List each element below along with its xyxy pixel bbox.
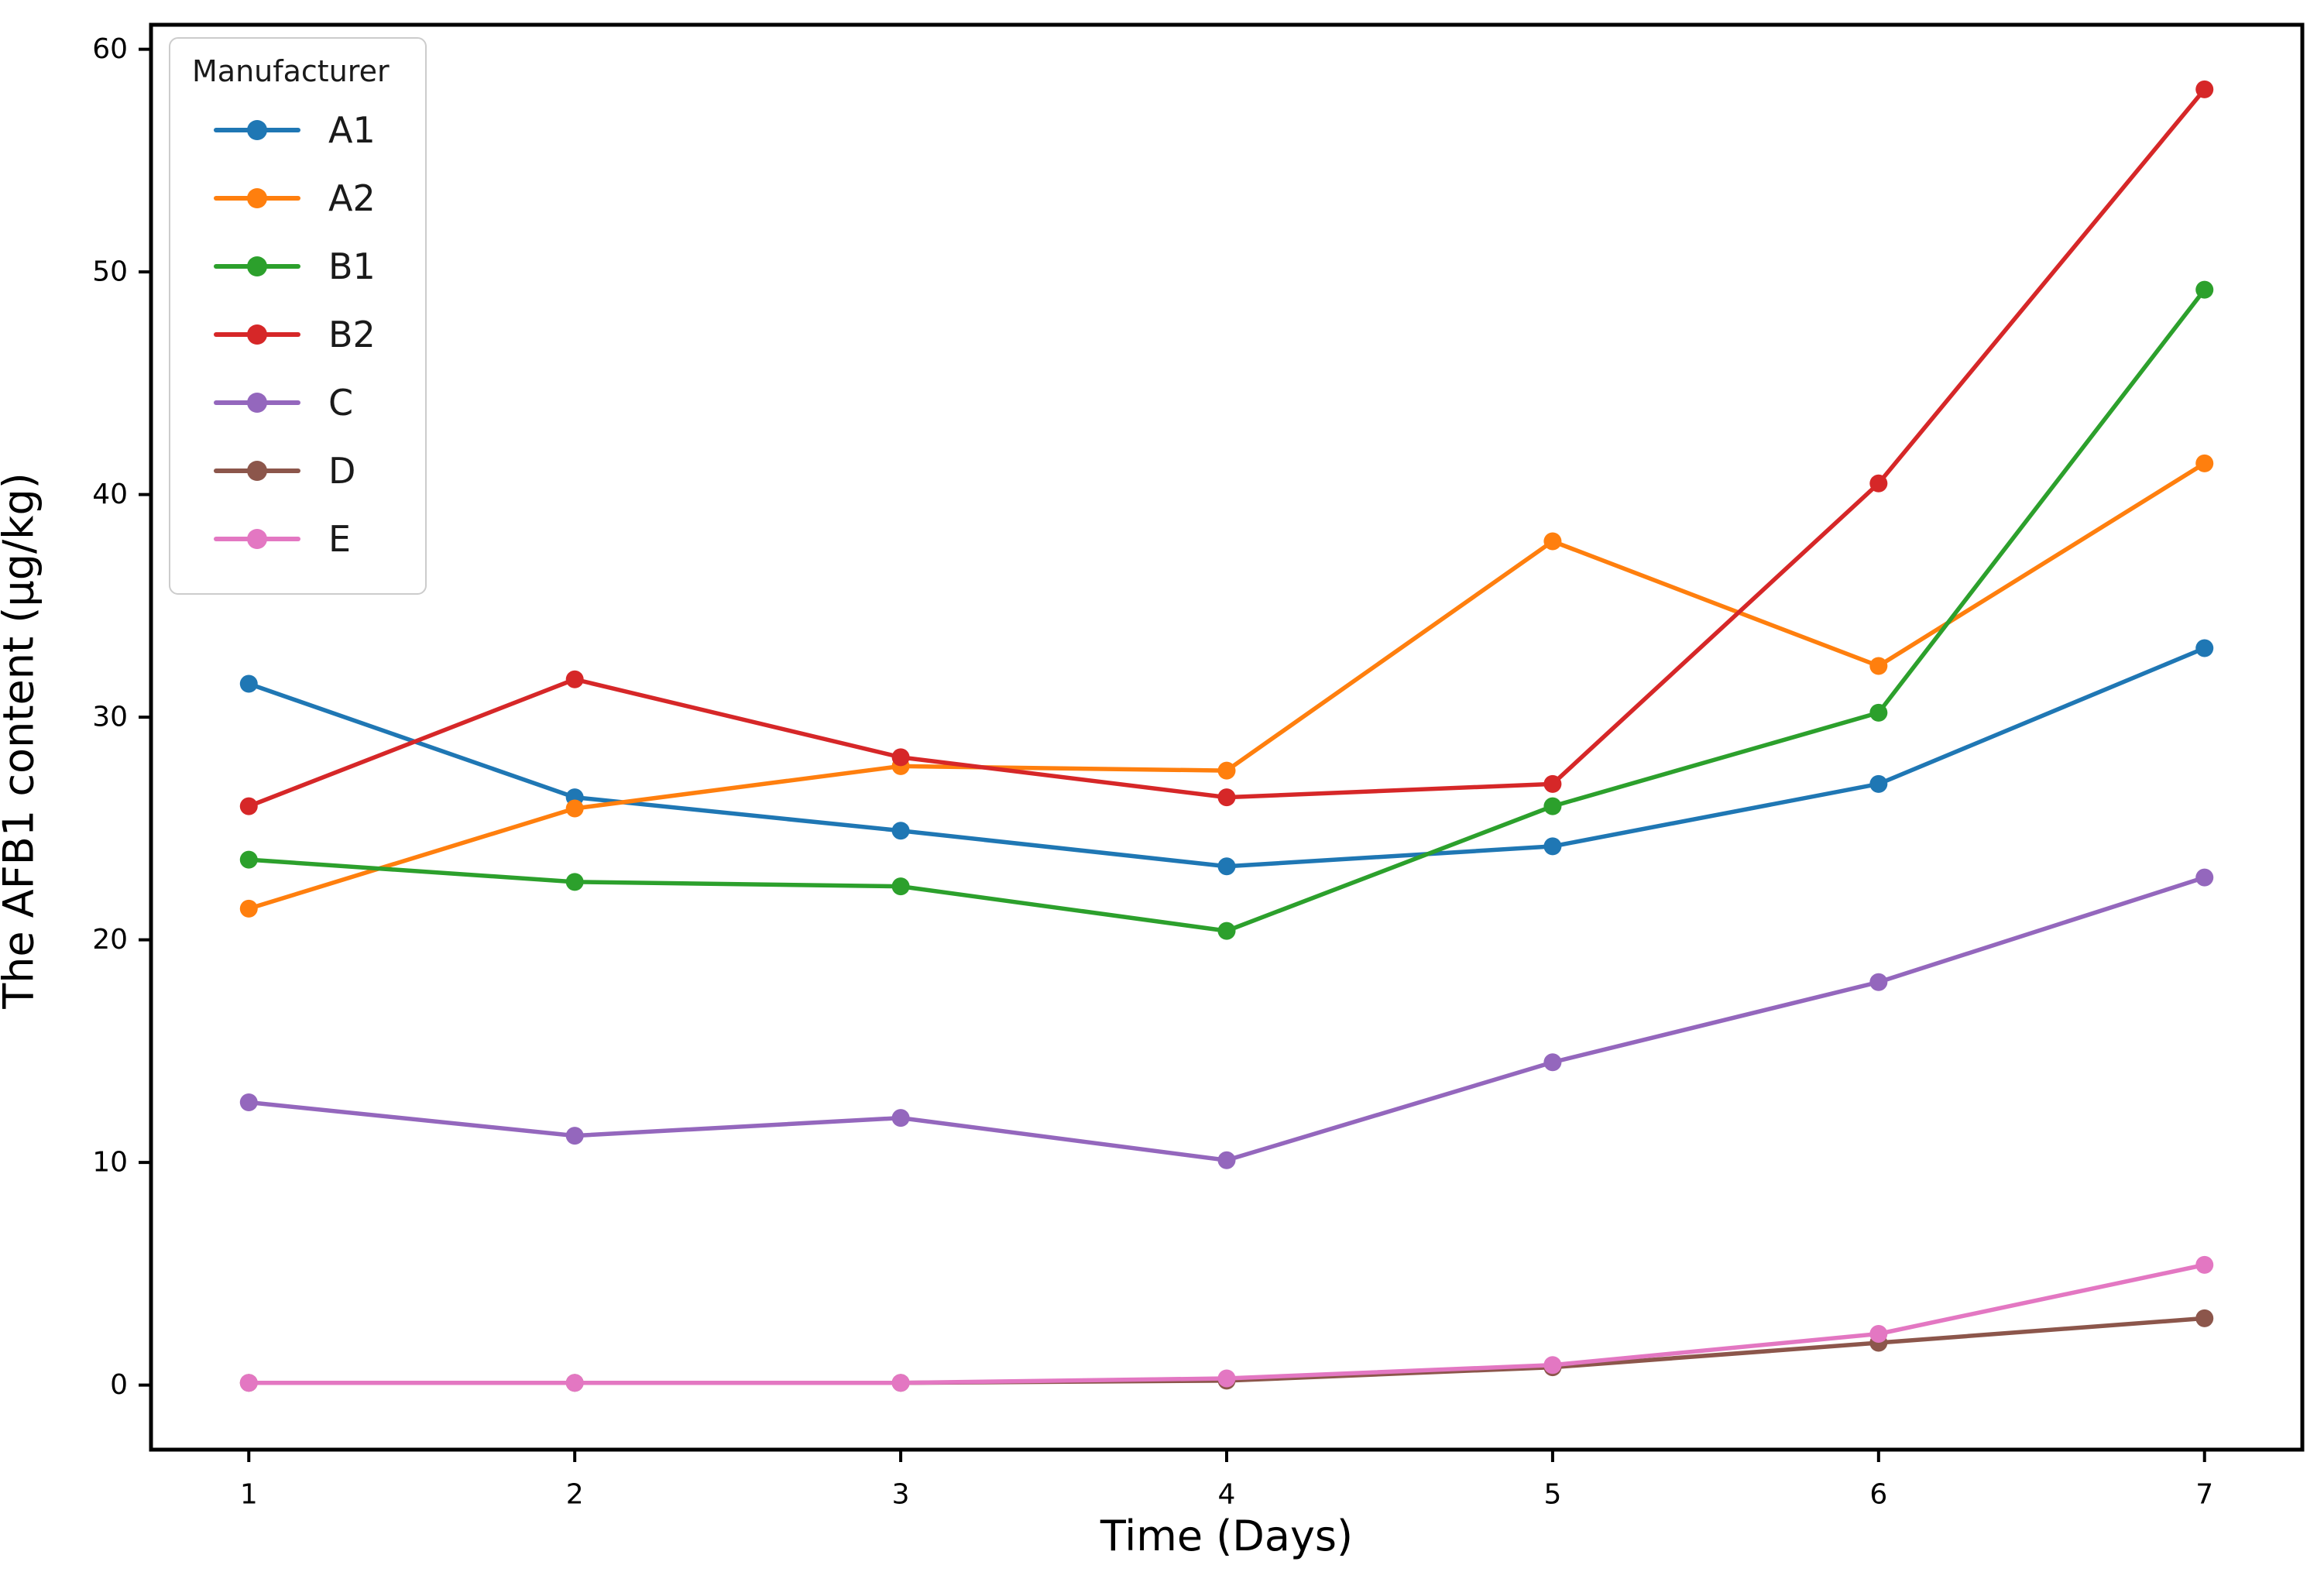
legend-entries: A1 A2 B1 B2 C D E xyxy=(191,96,390,573)
series-marker-A2 xyxy=(1869,657,1888,675)
series-marker-A2 xyxy=(565,799,584,818)
series-marker-B2 xyxy=(2195,80,2214,98)
series-line-C xyxy=(246,875,2207,1162)
legend-item-B2: B2 xyxy=(191,300,390,369)
series-marker-C xyxy=(239,1093,258,1111)
series-marker-B2 xyxy=(1217,788,1236,807)
series-marker-B1 xyxy=(2195,280,2214,299)
series-marker-A2 xyxy=(1543,532,1562,551)
series-marker-E xyxy=(2195,1255,2214,1274)
legend-marker-B2 xyxy=(214,324,300,345)
legend-marker-A2 xyxy=(214,188,300,208)
series-marker-B2 xyxy=(565,670,584,688)
series-marker-B2 xyxy=(891,748,910,767)
legend-dot-icon xyxy=(247,256,267,276)
series-marker-A1 xyxy=(1217,857,1236,876)
x-tick-label: 2 xyxy=(566,1479,584,1511)
x-axis-title: Time (Days) xyxy=(1100,1512,1354,1560)
legend-marker-E xyxy=(214,529,300,549)
x-tick-label: 1 xyxy=(240,1479,258,1511)
series-marker-B2 xyxy=(239,797,258,815)
x-tick-label: 4 xyxy=(1218,1479,1236,1511)
y-tick-label: 30 xyxy=(92,702,128,733)
series-marker-A2 xyxy=(2195,454,2214,472)
legend-item-D: D xyxy=(191,437,390,505)
legend-item-A1: A1 xyxy=(191,96,390,164)
series-marker-A1 xyxy=(1543,837,1562,856)
legend-dot-icon xyxy=(247,461,267,481)
legend-label-A2: A2 xyxy=(328,177,376,219)
y-tick-label: 60 xyxy=(92,33,128,65)
series-marker-E xyxy=(565,1374,584,1392)
series-marker-B1 xyxy=(1869,703,1888,722)
series-line-E xyxy=(246,1262,2207,1385)
axes-frame xyxy=(149,22,2305,1452)
series-line-B2 xyxy=(246,87,2207,808)
legend-item-A2: A2 xyxy=(191,164,390,232)
series-marker-B1 xyxy=(565,873,584,891)
legend-label-E: E xyxy=(328,518,352,560)
x-tick-label: 7 xyxy=(2195,1479,2213,1511)
series-marker-A2 xyxy=(1217,761,1236,780)
series-marker-D xyxy=(2195,1309,2214,1327)
legend-label-A1: A1 xyxy=(328,109,376,151)
series-marker-B1 xyxy=(239,850,258,869)
legend-title: Manufacturer xyxy=(192,54,390,88)
legend-dot-icon xyxy=(247,120,267,140)
legend-marker-B1 xyxy=(214,256,300,276)
series-marker-A2 xyxy=(239,899,258,918)
series-marker-C xyxy=(1869,973,1888,991)
y-axis-title: The AFB1 content (μg/kg) xyxy=(0,472,43,1009)
legend-item-C: C xyxy=(191,369,390,437)
legend-marker-C xyxy=(214,393,300,413)
x-tick-label: 5 xyxy=(1543,1479,1561,1511)
legend-dot-icon xyxy=(247,188,267,208)
legend-dot-icon xyxy=(247,324,267,345)
legend-label-B1: B1 xyxy=(328,245,376,287)
series-marker-B1 xyxy=(1543,797,1562,815)
legend-item-E: E xyxy=(191,505,390,573)
y-tick-label: 50 xyxy=(92,256,128,288)
series-marker-B2 xyxy=(1543,774,1562,793)
series-marker-C xyxy=(2195,868,2214,887)
legend-item-B1: B1 xyxy=(191,232,390,300)
legend-box: Manufacturer A1 A2 B1 B2 C D E xyxy=(169,37,427,595)
x-tick-label: 6 xyxy=(1869,1479,1887,1511)
series-marker-A1 xyxy=(1869,774,1888,793)
series-marker-E xyxy=(891,1374,910,1392)
series-marker-C xyxy=(1217,1151,1236,1169)
series-marker-C xyxy=(1543,1053,1562,1072)
legend-label-D: D xyxy=(328,450,356,492)
series-marker-E xyxy=(1543,1356,1562,1375)
y-tick-label: 40 xyxy=(92,479,128,510)
series-marker-A1 xyxy=(891,822,910,840)
series-line-A2 xyxy=(246,461,2207,911)
series-marker-C xyxy=(565,1127,584,1145)
series-marker-B1 xyxy=(1217,922,1236,940)
series-marker-E xyxy=(239,1374,258,1392)
legend-label-B2: B2 xyxy=(328,314,376,355)
legend-dot-icon xyxy=(247,393,267,413)
series-marker-E xyxy=(1217,1369,1236,1388)
series-marker-A1 xyxy=(2195,639,2214,657)
legend-marker-A1 xyxy=(214,120,300,140)
legend-dot-icon xyxy=(247,529,267,549)
x-tick-label: 3 xyxy=(892,1479,910,1511)
series-line-A1 xyxy=(246,646,2207,869)
legend-label-C: C xyxy=(328,382,354,424)
series-marker-A1 xyxy=(239,674,258,693)
series-marker-B2 xyxy=(1869,474,1888,493)
series-marker-C xyxy=(891,1109,910,1128)
series-line-B1 xyxy=(246,287,2207,933)
series-marker-E xyxy=(1869,1325,1888,1343)
y-tick-label: 20 xyxy=(92,924,128,956)
y-tick-label: 0 xyxy=(110,1369,128,1401)
series-marker-B1 xyxy=(891,877,910,896)
legend-marker-D xyxy=(214,461,300,481)
y-tick-label: 10 xyxy=(92,1147,128,1179)
